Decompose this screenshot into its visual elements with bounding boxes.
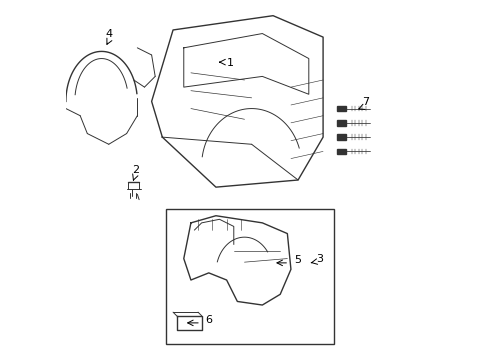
Text: 2: 2 <box>132 165 139 175</box>
Bar <box>337 149 346 154</box>
Text: 6: 6 <box>205 315 212 325</box>
FancyBboxPatch shape <box>165 208 333 344</box>
Bar <box>337 120 346 126</box>
Bar <box>337 134 346 140</box>
Text: 4: 4 <box>105 29 112 39</box>
Text: 3: 3 <box>315 254 323 264</box>
Bar <box>337 106 346 111</box>
Text: 5: 5 <box>294 255 301 265</box>
Text: 1: 1 <box>226 58 233 68</box>
Text: 7: 7 <box>362 97 369 107</box>
